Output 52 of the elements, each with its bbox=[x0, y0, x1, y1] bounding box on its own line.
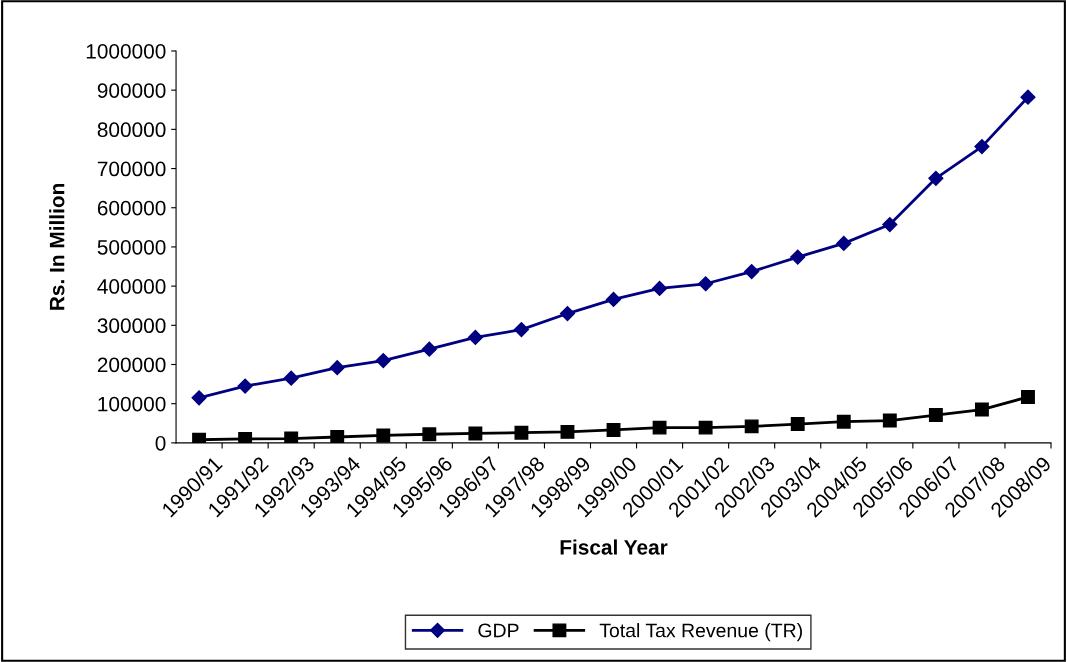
point bbox=[514, 425, 529, 440]
point bbox=[238, 432, 253, 443]
point bbox=[1021, 390, 1035, 404]
point bbox=[559, 305, 576, 322]
point bbox=[605, 291, 622, 308]
point bbox=[191, 390, 207, 406]
y-tick-label: 200000 bbox=[97, 357, 166, 373]
y-tick-label: 1000000 bbox=[86, 43, 166, 59]
legend-label: GDP bbox=[478, 623, 519, 638]
point bbox=[468, 426, 483, 441]
point bbox=[836, 235, 852, 251]
point bbox=[606, 423, 621, 437]
point bbox=[652, 280, 668, 297]
point bbox=[928, 408, 943, 422]
y-tick-label: 400000 bbox=[97, 279, 166, 294]
x-axis-title: Fiscal Year bbox=[560, 539, 668, 555]
point bbox=[744, 419, 759, 434]
point bbox=[284, 431, 299, 443]
point bbox=[882, 217, 898, 233]
point bbox=[421, 341, 437, 357]
legend-label: Total Tax Revenue (TR) bbox=[599, 623, 802, 642]
y-tick-label: 700000 bbox=[97, 161, 166, 177]
point bbox=[836, 414, 851, 429]
point bbox=[283, 370, 299, 386]
point bbox=[329, 360, 345, 376]
point bbox=[974, 139, 990, 155]
point bbox=[652, 420, 667, 435]
y-tick-label: 500000 bbox=[97, 239, 166, 255]
y-tick-label: 100000 bbox=[98, 396, 166, 412]
point bbox=[698, 420, 713, 435]
point bbox=[513, 322, 529, 338]
point bbox=[974, 402, 989, 417]
y-tick-label: 900000 bbox=[97, 83, 166, 98]
point bbox=[422, 427, 437, 442]
y-tick-label: 800000 bbox=[97, 122, 166, 138]
point bbox=[560, 424, 575, 439]
point bbox=[376, 428, 391, 443]
point bbox=[790, 417, 805, 432]
point bbox=[928, 170, 944, 186]
point bbox=[698, 276, 714, 292]
point bbox=[330, 430, 345, 443]
point bbox=[790, 249, 806, 265]
point bbox=[1020, 89, 1036, 105]
point bbox=[375, 353, 391, 369]
point bbox=[882, 413, 897, 428]
point bbox=[744, 264, 760, 280]
y-tick-label: 600000 bbox=[97, 200, 166, 216]
point bbox=[237, 378, 253, 394]
y-tick-label: 300000 bbox=[97, 318, 166, 334]
y-axis-title: Rs. In Million bbox=[49, 183, 65, 310]
point bbox=[467, 329, 483, 346]
y-tick-label: 0 bbox=[155, 435, 166, 451]
